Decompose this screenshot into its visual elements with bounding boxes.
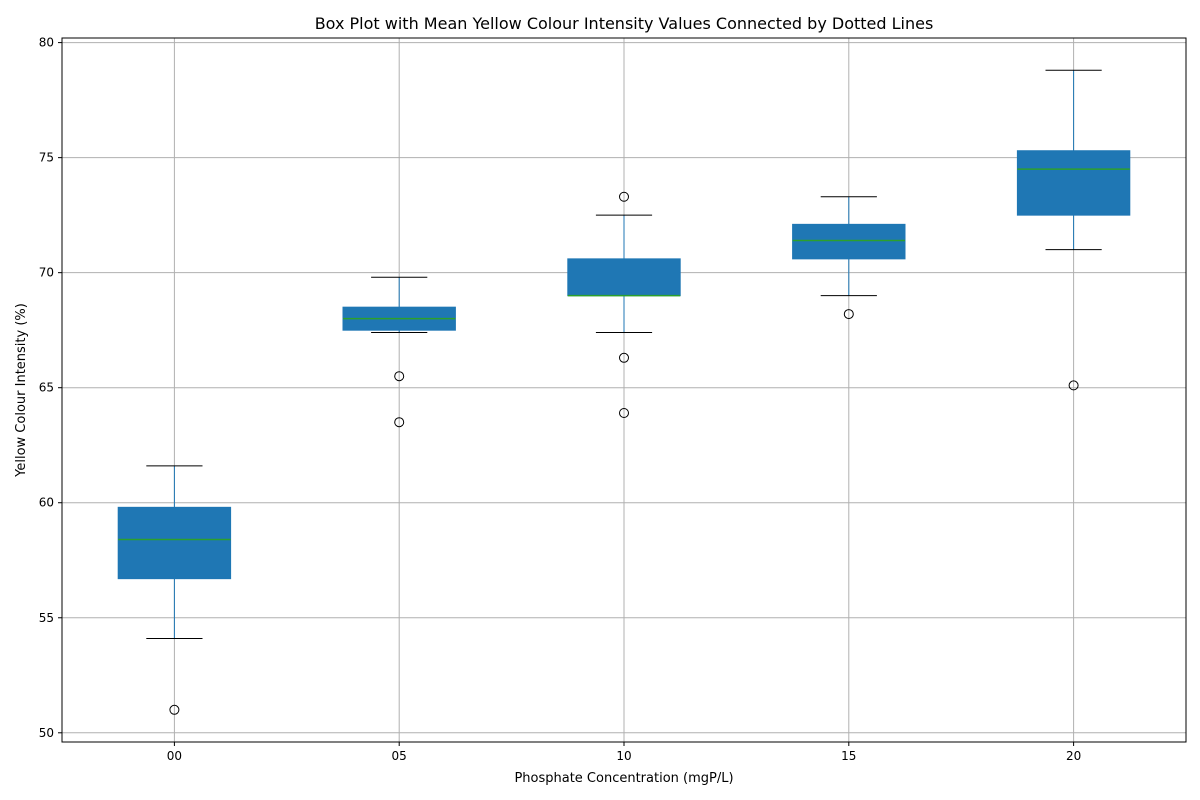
iqr-box [567,258,681,297]
x-axis-label: Phosphate Concentration (mgP/L) [514,771,733,786]
chart-title: Box Plot with Mean Yellow Colour Intensi… [315,14,934,33]
x-tick-label: 20 [1066,749,1081,763]
y-axis-label: Yellow Colour Intensity (%) [14,303,29,478]
box-group-10 [567,191,681,419]
outlier-point [843,309,854,320]
x-tick-label: 15 [841,749,856,763]
outlier-point [619,408,629,419]
y-tick-label: 80 [39,36,54,50]
y-tick-label: 55 [39,611,54,625]
grid-lines [62,38,1186,742]
box-group-00 [117,465,232,715]
y-tick-label: 50 [39,726,54,740]
box-group-20 [1016,69,1131,391]
outlier-point [169,704,180,715]
y-tick-label: 65 [39,381,54,395]
y-tick-label: 70 [39,266,54,280]
box-group-05 [342,276,456,428]
x-tick-label: 00 [167,749,182,763]
x-axis-ticks: 00 05 10 15 20 [167,742,1081,763]
iqr-box [1016,150,1131,216]
y-axis-ticks: 50 55 60 65 70 75 80 [39,36,62,740]
outlier-point [394,371,405,382]
y-tick-label: 60 [39,496,54,510]
y-tick-label: 75 [39,151,54,165]
outlier-point [1068,380,1079,391]
box-group-15 [792,196,906,320]
iqr-box [117,506,232,580]
outlier-point [394,417,405,428]
iqr-box [792,223,906,260]
outlier-point [619,352,629,363]
box-series [117,69,1131,715]
x-tick-label: 10 [616,749,631,763]
x-tick-label: 05 [392,749,407,763]
outlier-point [619,191,629,202]
